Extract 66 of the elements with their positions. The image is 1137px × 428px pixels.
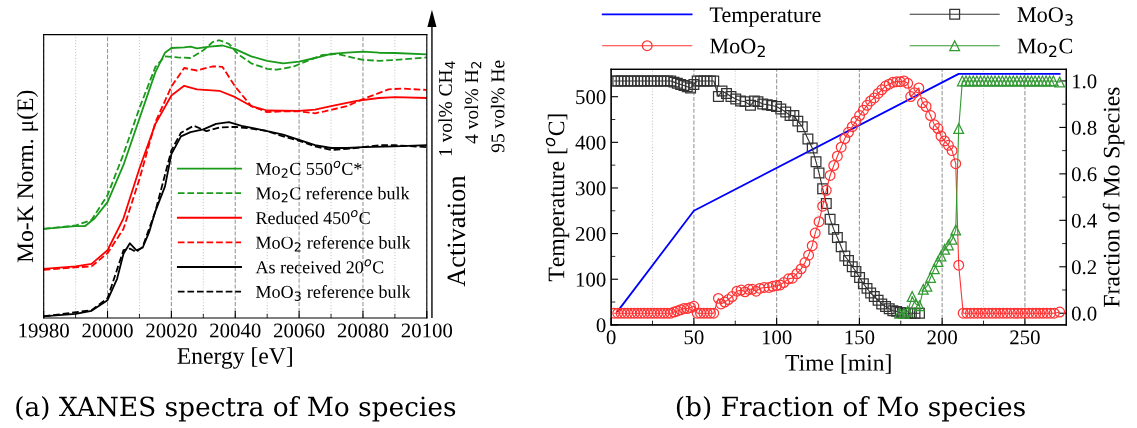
legend-label: MoO$_{2}$ reference bulk — [256, 235, 411, 252]
y-tick-label: 300 — [576, 181, 606, 196]
point — [935, 250, 947, 262]
legend-label: Mo$_{2}$C 550$^{o}$C* — [256, 160, 362, 178]
legend-label: Reduced 450$^{o}$C — [256, 210, 370, 225]
point — [1040, 75, 1052, 87]
x-tick-label: 20100 — [401, 323, 453, 338]
legend-label: Temperature — [709, 7, 821, 27]
x-tick-label: 100 — [762, 330, 792, 345]
text: Activation — [447, 175, 466, 287]
legend-label: MoO$_{3}$ reference bulk — [256, 285, 411, 301]
point — [953, 123, 965, 135]
point — [1054, 76, 1066, 88]
x-tick-label: 20080 — [337, 323, 389, 338]
legend-label: As received 20$^{o}$C — [255, 259, 384, 274]
y-tick-label: 500 — [576, 90, 606, 105]
legend-label: MoO$_{2}$ — [710, 38, 765, 57]
y-tick-label: 200 — [575, 226, 606, 242]
text: 1 vol% CH$_{4}$ — [438, 61, 456, 156]
point — [1000, 75, 1012, 87]
y2-tick-label: 0.6 — [1071, 167, 1097, 182]
x-axis-title: Time [min] — [785, 354, 891, 374]
point — [950, 224, 962, 236]
point — [939, 243, 951, 255]
x-axis-title: Energy [eV] — [177, 347, 292, 369]
legend-label: Mo$_{2}$C reference bulk — [256, 186, 410, 203]
point — [928, 263, 940, 275]
point — [925, 271, 937, 283]
point — [1022, 75, 1034, 87]
x-tick-label: 20060 — [273, 323, 325, 338]
point — [960, 75, 972, 87]
point — [956, 75, 968, 87]
y-tick-label: 400 — [575, 135, 606, 150]
y2-tick-label: 0.2 — [1071, 260, 1097, 275]
text: 95 vol% He — [490, 60, 505, 153]
x-tick-label: 150 — [845, 330, 875, 345]
text: 4 vol% H$_{2}$ — [464, 61, 482, 144]
point — [989, 75, 1001, 87]
y2-tick-label: 0.8 — [1071, 120, 1097, 135]
x-tick-label: 200 — [927, 330, 957, 345]
y-tick-label: 100 — [576, 272, 606, 287]
legend-label: MoO$_{3}$ — [1017, 7, 1073, 26]
x-tick-label: 20040 — [210, 323, 261, 338]
x-tick-label: 0 — [606, 330, 616, 345]
point — [906, 291, 918, 302]
x-tick-label: 19980 — [19, 323, 69, 338]
x-tick-label: 250 — [1010, 330, 1040, 345]
y-axis-title: Temperature [$^{o}$C] — [545, 114, 570, 282]
text: (a) XANES spectra of Mo species — [16, 395, 456, 422]
x-tick-label: 20000 — [82, 323, 133, 338]
point — [946, 233, 958, 245]
point — [1011, 75, 1023, 87]
x-tick-label: 50 — [684, 330, 704, 345]
point — [971, 75, 983, 87]
y2-axis-title: Fraction of Mo Species — [1102, 87, 1125, 307]
y-axis-title: Mo-K Norm. μ(E) — [16, 90, 39, 263]
point — [917, 283, 929, 295]
text: (b) Fraction of Mo species — [676, 395, 1025, 422]
point — [932, 255, 944, 267]
point — [942, 239, 954, 251]
y2-tick-label: 0.0 — [1071, 306, 1097, 321]
y2-tick-label: 1.0 — [1072, 74, 1097, 89]
y2-tick-label: 0.4 — [1071, 213, 1097, 228]
legend-label: Mo$_{2}$C — [1017, 38, 1073, 57]
point — [921, 280, 933, 292]
x-tick-label: 20020 — [146, 323, 197, 338]
